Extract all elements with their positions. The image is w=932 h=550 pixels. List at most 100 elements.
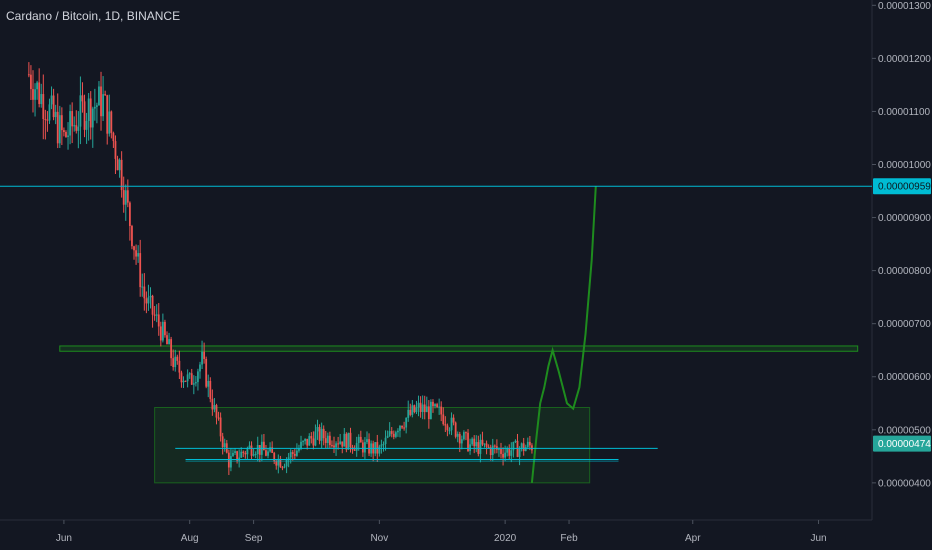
candle (285, 459, 288, 467)
candle (304, 438, 307, 442)
y-tick-label: 0.00001100 (878, 107, 931, 118)
candle (32, 89, 34, 100)
candle (397, 430, 399, 433)
candle (133, 246, 135, 251)
candle (295, 450, 298, 456)
candle (423, 404, 426, 413)
candle (343, 433, 346, 447)
candle (201, 351, 203, 365)
candle (475, 442, 478, 447)
resistance-zone (59, 345, 859, 352)
candle (450, 417, 453, 431)
candle (230, 456, 232, 468)
candle (93, 106, 96, 109)
price-tag-label: 0.00000474 (878, 439, 931, 450)
candle (188, 373, 191, 375)
candle (71, 111, 74, 127)
price-tag-label: 0.00000959 (878, 182, 931, 193)
candle (364, 442, 366, 453)
candle (326, 435, 329, 443)
candle (246, 448, 249, 455)
candle (337, 443, 340, 445)
candle (77, 126, 80, 131)
candle (126, 190, 129, 203)
candle (516, 440, 519, 457)
candle (81, 95, 84, 102)
candle (178, 360, 181, 373)
candle (27, 74, 30, 76)
projection-path (530, 186, 597, 483)
candle (380, 444, 383, 447)
candle (318, 427, 321, 441)
candle (524, 447, 527, 451)
candle (180, 372, 183, 383)
candle (522, 443, 525, 451)
price-tag (873, 435, 931, 452)
candle (388, 431, 391, 436)
candle (108, 111, 111, 134)
candle (312, 438, 315, 446)
candle (392, 433, 395, 437)
candle (386, 435, 389, 438)
y-tick-label: 0.00001300 (878, 1, 931, 12)
candle (399, 425, 401, 431)
candle (44, 119, 47, 121)
candle (460, 439, 463, 444)
candle (413, 405, 416, 413)
candle (271, 447, 274, 453)
x-tick-label: Apr (685, 533, 701, 544)
candle (469, 444, 471, 452)
candle (456, 433, 459, 437)
candle (232, 452, 234, 457)
candle (131, 226, 133, 247)
candle (102, 94, 104, 117)
candle (432, 401, 434, 407)
candle (467, 432, 469, 452)
candle (114, 141, 117, 159)
price-tag (873, 178, 931, 195)
candle (487, 446, 490, 448)
candle (213, 405, 216, 410)
candle (394, 432, 397, 437)
candle (440, 406, 443, 415)
candle (199, 364, 201, 372)
candle (242, 451, 245, 453)
candle (300, 441, 302, 449)
candle (442, 414, 445, 425)
candle (73, 125, 76, 127)
candle (415, 407, 418, 413)
candle (316, 427, 319, 432)
candle (421, 404, 424, 412)
candle (444, 424, 447, 426)
candle (335, 443, 337, 448)
candle (407, 409, 410, 418)
candle (98, 86, 100, 106)
candle (217, 417, 220, 419)
candle (211, 398, 214, 410)
candle (89, 98, 92, 128)
candle (465, 432, 467, 434)
candle (328, 435, 331, 446)
candle (491, 445, 494, 456)
candle (374, 442, 377, 454)
candle (203, 351, 206, 359)
candle (471, 438, 474, 445)
y-tick-label: 0.00001000 (878, 160, 931, 171)
candle (174, 356, 177, 368)
candle (306, 438, 309, 446)
candle (54, 111, 57, 118)
candle (141, 286, 144, 288)
candle (417, 402, 420, 408)
candle (430, 401, 432, 420)
candle (205, 358, 208, 387)
candle (485, 443, 488, 447)
candle (508, 448, 511, 456)
candle (458, 433, 461, 444)
candle (234, 451, 236, 453)
candle (91, 108, 94, 128)
candle (157, 314, 160, 327)
candle (489, 447, 492, 456)
candle (100, 86, 102, 117)
candle (248, 445, 251, 449)
